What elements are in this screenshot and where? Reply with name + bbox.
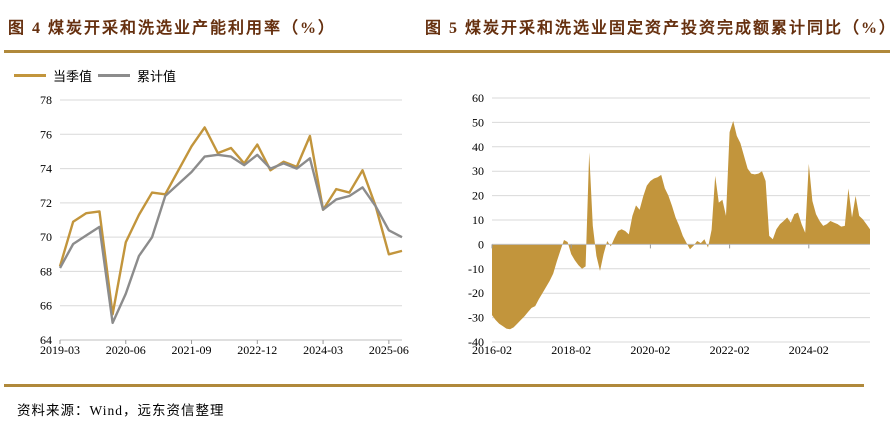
x-axis-tick-label: 2019-03 (40, 343, 80, 357)
line-series-0 (58, 126, 403, 316)
y-axis-tick-label: -40 (468, 335, 484, 349)
y-axis-tick-label: 10 (472, 213, 484, 227)
figure-4-capacity-utilization-chart: 当季值 累计值 78 76 74 72 70 68 66 64 2019-03 2020-06 20… (10, 62, 442, 360)
y-axis-tick-label: 40 (472, 140, 484, 154)
y-axis-tick-label: 0 (478, 237, 484, 251)
gold-divider-top (4, 50, 890, 53)
figure-4-legend: 当季值 累计值 (10, 62, 442, 88)
y-axis-tick-label: -10 (468, 262, 484, 276)
x-axis-tick-label: 2020-02 (630, 343, 670, 357)
y-axis-tick-label: 20 (472, 189, 484, 203)
figure-5-title: 图 5 煤炭开采和洗选业固定资产投资完成额累计同比（%） (425, 20, 894, 37)
figure-4-title: 图 4 煤炭开采和洗选业产能利用率（%） (8, 20, 337, 37)
y-axis-tick-label: -20 (468, 286, 484, 300)
line-series-1 (58, 153, 403, 325)
x-axis-tick-label: 2024-02 (789, 343, 829, 357)
x-axis-tick-label: 2022-02 (710, 343, 750, 357)
y-axis-tick-label: 76 (40, 127, 52, 141)
y-axis-tick-label: 60 (472, 91, 484, 105)
legend-label-quarter-value: 当季值 (53, 68, 93, 84)
data-source-note: 资料来源：Wind，远东资信整理 (17, 403, 225, 418)
legend-item-cumulative-value: 累计值 (98, 66, 176, 85)
legend-label-cumulative-value: 累计值 (137, 68, 177, 84)
x-axis-tick-label: 2020-06 (106, 343, 146, 357)
y-axis-tick-label: 72 (40, 196, 52, 210)
y-axis-tick-label: 74 (40, 162, 52, 176)
x-axis-tick-label: 2025-06 (369, 343, 409, 357)
y-axis-tick-label: -30 (468, 311, 484, 325)
legend-item-quarter-value: 当季值 (14, 66, 92, 85)
figure-5-fai-yoy-chart: 60 50 40 30 20 10 0 -10 -20 -30 -40 2016-02 2018-02 2… (450, 62, 894, 360)
x-axis-tick-label: 2016-02 (472, 343, 512, 357)
y-axis-tick-label: 68 (40, 264, 52, 278)
y-axis-tick-label: 50 (472, 115, 484, 129)
figure-4-plot-area: 78 76 74 72 70 68 66 64 2019-03 2020-06 2021-09 202… (10, 88, 442, 360)
x-axis-tick-label: 2022-12 (237, 343, 277, 357)
y-axis-tick-label: 64 (40, 333, 52, 347)
figure-5-plot-area: 60 50 40 30 20 10 0 -10 -20 -30 -40 2016-02 2018-02 2… (450, 88, 894, 360)
y-axis-tick-label: 78 (40, 93, 52, 107)
x-axis-tick-label: 2021-09 (172, 343, 212, 357)
y-axis-tick-label: 70 (40, 230, 52, 244)
gold-divider-bottom (4, 384, 864, 387)
gray-line-swatch (98, 73, 131, 77)
gold-line-swatch (14, 73, 46, 77)
x-axis-tick-label: 2018-02 (551, 343, 591, 357)
x-axis-tick-label: 2024-03 (303, 343, 343, 357)
y-axis-tick-label: 30 (472, 164, 484, 178)
area-series (492, 120, 870, 330)
y-axis-tick-label: 66 (40, 299, 52, 313)
